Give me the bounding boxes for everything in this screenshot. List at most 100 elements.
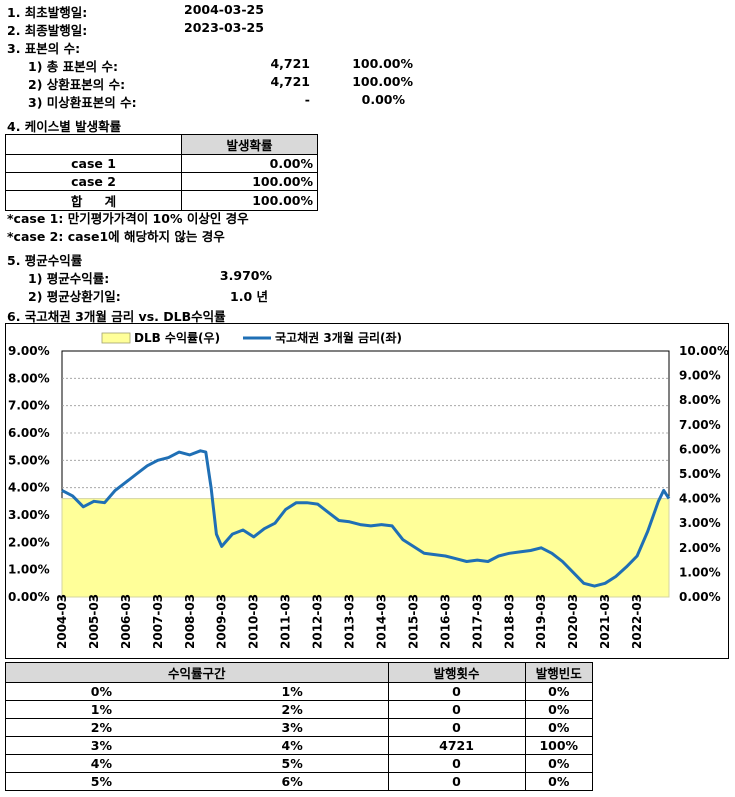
dist-freq: 100% <box>524 736 594 755</box>
dist-from: 2% <box>4 718 197 737</box>
x-tick-label: 2005-03 <box>87 594 101 649</box>
treasury-rate-line <box>61 449 671 588</box>
dist-count: 0 <box>387 700 526 719</box>
dist-header-freq: 발행빈도 <box>524 662 594 683</box>
sample-unredeemed-label: 3) 미상환표본의 수: <box>28 95 137 110</box>
table-row: 1% 2% 0 0% <box>4 700 594 719</box>
x-tick-label: 2020-03 <box>566 594 580 649</box>
dist-from: 5% <box>4 772 197 791</box>
y-left-tick-label: 3.00% <box>8 508 50 522</box>
dist-count: 4721 <box>387 736 526 755</box>
y-right-tick-label: 4.00% <box>679 492 721 506</box>
sample-unredeemed-pct: 0.00% <box>361 92 405 107</box>
case-name: case 1 <box>5 154 182 173</box>
x-tick-label: 2019-03 <box>534 594 548 649</box>
sample-redeemed-pct: 100.00% <box>352 74 413 89</box>
sample-total-count: 4,721 <box>270 56 310 71</box>
x-tick-label: 2022-03 <box>630 594 644 649</box>
x-tick-label: 2014-03 <box>374 594 388 649</box>
table-row: 0% 1% 0 0% <box>4 682 594 701</box>
dist-to: 1% <box>196 682 389 701</box>
case-section-title: 4. 케이스별 발생확률 <box>7 119 122 134</box>
x-tick-label: 2018-03 <box>502 594 516 649</box>
sample-total-label: 1) 총 표본의 수: <box>28 59 118 74</box>
y-left-tick-label: 7.00% <box>8 399 50 413</box>
legend-label-dlb: DLB 수익률(우) <box>134 331 220 345</box>
dist-from: 0% <box>4 682 197 701</box>
dist-freq: 0% <box>524 700 594 719</box>
dist-from: 3% <box>4 736 197 755</box>
dist-to: 3% <box>196 718 389 737</box>
dist-header-range: 수익률구간 <box>5 662 389 683</box>
y-left-tick-label: 1.00% <box>8 563 50 577</box>
y-right-tick-label: 5.00% <box>679 467 721 481</box>
y-right-tick-label: 0.00% <box>679 590 721 604</box>
case-note-1: *case 1: 만기평가가격이 10% 이상인 경우 <box>7 211 249 226</box>
last-issue-value: 2023-03-25 <box>184 20 264 35</box>
dist-to: 5% <box>196 754 389 773</box>
dlb-return-area <box>61 498 670 598</box>
case-row: case 1 0.00% <box>5 154 318 173</box>
y-right-tick-label: 10.00% <box>679 344 728 358</box>
case-note-2: *case 2: case1에 해당하지 않는 경우 <box>7 229 225 244</box>
x-tick-label: 2007-03 <box>151 594 165 649</box>
avg-return-value: 3.970% <box>219 268 272 283</box>
legend-label-rate: 국고채권 3개월 금리(좌) <box>275 330 402 345</box>
case-table-header: 발생확률 <box>181 134 318 155</box>
y-right-tick-label: 2.00% <box>679 541 721 555</box>
y-left-tick-label: 2.00% <box>8 535 50 549</box>
sample-redeemed-count: 4,721 <box>270 74 310 89</box>
case-total-row: 합 계 100.00% <box>5 190 318 211</box>
y-right-tick-label: 9.00% <box>679 369 721 383</box>
table-row: 4% 5% 0 0% <box>4 754 594 773</box>
x-tick-label: 2012-03 <box>311 594 325 649</box>
case-value: 0.00% <box>181 154 318 173</box>
sample-redeemed-label: 2) 상환표본의 수: <box>28 77 126 92</box>
y-left-tick-label: 0.00% <box>8 590 50 604</box>
y-right-tick-label: 6.00% <box>679 442 721 456</box>
table-row: 3% 4% 4721 100% <box>4 736 594 755</box>
dist-freq: 0% <box>524 772 594 791</box>
y-left-tick-label: 8.00% <box>8 371 50 385</box>
dist-to: 2% <box>196 700 389 719</box>
y-left-tick-label: 6.00% <box>8 426 50 440</box>
dist-freq: 0% <box>524 754 594 773</box>
dist-count: 0 <box>387 718 526 737</box>
x-tick-label: 2021-03 <box>598 594 612 649</box>
x-tick-label: 2008-03 <box>183 594 197 649</box>
x-tick-label: 2011-03 <box>279 594 293 649</box>
dist-from: 4% <box>4 754 197 773</box>
y-left-tick-label: 4.00% <box>8 481 50 495</box>
y-right-tick-label: 3.00% <box>679 516 721 530</box>
last-issue-label: 2. 최종발행일: <box>7 23 88 38</box>
x-tick-label: 2010-03 <box>247 594 261 649</box>
first-issue-value: 2004-03-25 <box>184 2 264 17</box>
sample-title: 3. 표본의 수: <box>7 41 81 56</box>
avg-days-value: 1.0 년 <box>230 289 268 304</box>
avg-section-title: 5. 평균수익률 <box>7 253 83 268</box>
table-row: 2% 3% 0 0% <box>4 718 594 737</box>
case-value: 100.00% <box>181 172 318 191</box>
x-tick-label: 2006-03 <box>119 594 133 649</box>
dist-count: 0 <box>387 682 526 701</box>
sample-total-pct: 100.00% <box>352 56 413 71</box>
dist-count: 0 <box>387 754 526 773</box>
first-issue-label: 1. 최초발행일: <box>7 5 88 20</box>
case-row: case 2 100.00% <box>5 172 318 191</box>
chart-section-title: 6. 국고채권 3개월 금리 vs. DLB수익률 <box>7 309 226 324</box>
dist-from: 1% <box>4 700 197 719</box>
y-right-tick-label: 8.00% <box>679 393 721 407</box>
case-table: 발생확률 case 1 0.00% case 2 100.00% 합 계 100… <box>5 134 318 211</box>
y-right-tick-label: 1.00% <box>679 565 721 579</box>
y-left-tick-label: 9.00% <box>8 344 50 358</box>
case-total-label: 합 계 <box>5 190 182 211</box>
x-tick-label: 2016-03 <box>438 594 452 649</box>
x-tick-label: 2004-03 <box>55 594 69 649</box>
rate-chart: 9.00% 8.00% 7.00% 6.00% 5.00% 4.00% 3.00% 2.00%… <box>5 323 729 659</box>
x-tick-label: 2009-03 <box>215 594 229 649</box>
dist-freq: 0% <box>524 718 594 737</box>
dist-count: 0 <box>387 772 526 791</box>
dist-header-count: 발행횟수 <box>387 662 526 683</box>
avg-days-label: 2) 평균상환기일: <box>28 289 121 304</box>
y-left-tick-label: 5.00% <box>8 453 50 467</box>
